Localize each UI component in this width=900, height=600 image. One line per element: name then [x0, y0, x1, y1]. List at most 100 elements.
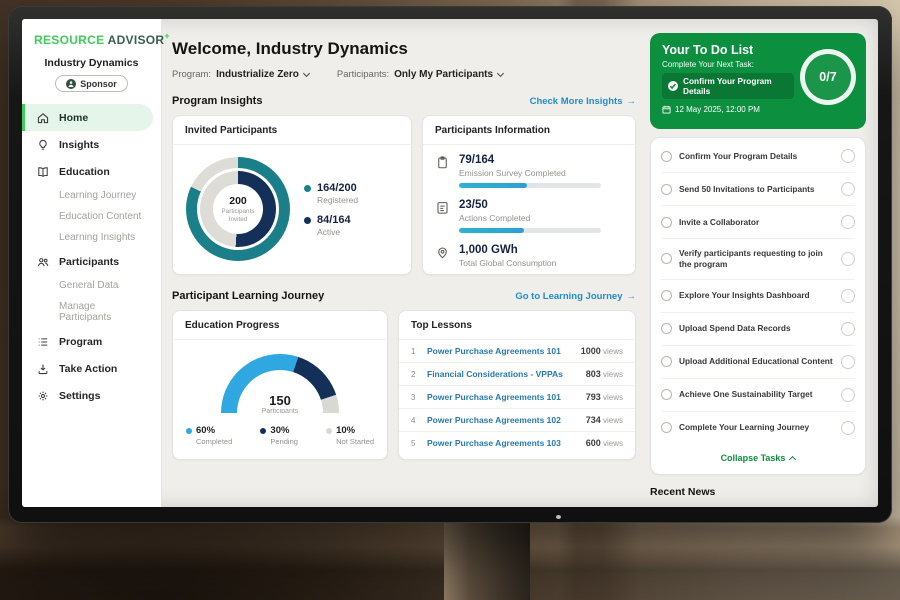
- app-logo[interactable]: RESOURCE ADVISOR+: [22, 29, 170, 47]
- task-open-button[interactable]: [841, 420, 855, 435]
- task-open-button[interactable]: [841, 321, 855, 336]
- views-unit: views: [602, 416, 623, 425]
- task-checkbox[interactable]: [661, 422, 672, 434]
- lesson-rank: 5: [411, 438, 416, 448]
- donut-center-label: Participants Invited: [221, 207, 255, 223]
- collapse-tasks-button[interactable]: Collapse Tasks: [661, 444, 855, 472]
- task-row-invite-collaborator[interactable]: Invite a Collaborator: [661, 206, 855, 239]
- task-open-button[interactable]: [841, 354, 855, 369]
- monitor-bezel: RESOURCE ADVISOR+ Industry Dynamics Spon…: [8, 6, 892, 523]
- task-open-button[interactable]: [841, 182, 855, 196]
- sidebar-item-label: Education Content: [59, 211, 142, 222]
- legend-label: Not Started: [336, 437, 374, 446]
- arrow-right-icon: →: [626, 95, 637, 107]
- sidebar-item-education[interactable]: Education: [22, 158, 161, 185]
- sidebar-item-label: Settings: [59, 389, 101, 402]
- task-row-send-invitations[interactable]: Send 50 Invitations to Participants: [661, 173, 855, 206]
- check-more-insights-link[interactable]: Check More Insights →: [530, 96, 636, 107]
- task-row-achieve-target[interactable]: Achieve One Sustainability Target: [661, 379, 855, 412]
- task-checkbox[interactable]: [661, 323, 672, 335]
- task-open-button[interactable]: [841, 288, 855, 303]
- sidebar-item-general-data[interactable]: General Data: [22, 275, 161, 296]
- logo-resource: RESOURCE: [34, 33, 105, 47]
- sidebar: RESOURCE ADVISOR+ Industry Dynamics Spon…: [22, 19, 170, 507]
- download-icon: [36, 362, 50, 376]
- participants-information-card: Participants Information 79/164 Emission…: [422, 115, 636, 275]
- todo-summary-card: Your To Do List Complete Your Next Task:…: [650, 33, 866, 129]
- recent-news-heading: Recent News: [650, 485, 716, 498]
- views-count: 600: [585, 438, 601, 448]
- go-to-learning-journey-link[interactable]: Go to Learning Journey →: [515, 291, 636, 302]
- task-checkbox[interactable]: [661, 183, 672, 195]
- task-label: Explore Your Insights Dashboard: [679, 290, 810, 301]
- donut-legend: 164/200 Registered 84/164 Active: [304, 173, 358, 246]
- task-open-button[interactable]: [841, 149, 855, 163]
- legend-item-not-started: 10% Not Started: [326, 425, 374, 446]
- legend-label: Pending: [270, 437, 298, 446]
- sidebar-item-settings[interactable]: Settings: [22, 382, 161, 409]
- task-row-upload-spend-data[interactable]: Upload Spend Data Records: [661, 313, 855, 346]
- checklist-icon: [435, 200, 450, 215]
- program-filter-label: Program:: [172, 69, 212, 80]
- task-open-button[interactable]: [841, 215, 855, 229]
- task-checkbox[interactable]: [661, 150, 672, 162]
- task-checkbox[interactable]: [661, 253, 672, 265]
- task-open-button[interactable]: [841, 387, 855, 402]
- next-task-pill[interactable]: Confirm Your Program Details: [662, 73, 794, 99]
- next-task-due: 12 May 2025, 12:00 PM: [662, 105, 794, 114]
- sidebar-item-home[interactable]: Home: [22, 104, 153, 131]
- chevron-down-icon: [302, 69, 310, 77]
- list-icon: [36, 335, 50, 349]
- task-open-button[interactable]: [841, 251, 855, 266]
- sidebar-item-education-content[interactable]: Education Content: [22, 206, 161, 227]
- task-checkbox[interactable]: [661, 290, 672, 302]
- sidebar-item-label: Program: [59, 335, 103, 348]
- legend-label: Registered: [317, 194, 359, 205]
- education-progress-card: Education Progress 150 Participants: [172, 310, 388, 460]
- card-title: Top Lessons: [399, 311, 635, 340]
- task-row-upload-educational-content[interactable]: Upload Additional Educational Content: [661, 346, 855, 379]
- sidebar-item-program[interactable]: Program: [22, 328, 161, 355]
- participants-filter[interactable]: Participants: Only My Participants: [337, 69, 505, 80]
- task-row-complete-learning-journey[interactable]: Complete Your Learning Journey: [661, 412, 855, 444]
- sidebar-item-learning-journey[interactable]: Learning Journey: [22, 185, 161, 206]
- task-checkbox[interactable]: [661, 356, 672, 368]
- progress-fill: [459, 183, 528, 188]
- sidebar-nav: Home Insights Education Learning Journey…: [22, 104, 161, 409]
- sidebar-item-participants[interactable]: Participants: [22, 248, 161, 275]
- lesson-link[interactable]: Power Purchase Agreements 101: [427, 346, 561, 356]
- task-row-explore-insights[interactable]: Explore Your Insights Dashboard: [661, 280, 855, 313]
- lesson-link[interactable]: Financial Considerations - VPPAs: [427, 369, 563, 379]
- task-checkbox[interactable]: [661, 216, 672, 228]
- lesson-views: 793 views: [586, 392, 623, 402]
- sidebar-item-take-action[interactable]: Take Action: [22, 355, 161, 382]
- program-filter[interactable]: Program: Industrialize Zero: [172, 69, 310, 80]
- lesson-link[interactable]: Power Purchase Agreements 101: [427, 392, 561, 402]
- lesson-row: 4 Power Purchase Agreements 102 734 view…: [399, 409, 635, 432]
- task-checkbox[interactable]: [661, 389, 672, 401]
- sidebar-item-insights[interactable]: Insights: [22, 131, 161, 158]
- task-row-verify-participants[interactable]: Verify participants requesting to join t…: [661, 239, 855, 280]
- lesson-views: 1000 views: [581, 346, 623, 356]
- legend-item-pending: 30% Pending: [260, 425, 298, 446]
- gauge-legend-dot: [326, 428, 333, 434]
- sponsor-badge-label: Sponsor: [80, 78, 117, 89]
- program-filter-value: Industrialize Zero: [216, 69, 299, 80]
- lesson-link[interactable]: Power Purchase Agreements 102: [427, 415, 561, 425]
- bulb-icon: [36, 138, 50, 152]
- views-unit: views: [602, 393, 623, 402]
- section-title-learning-journey: Participant Learning Journey: [172, 290, 325, 302]
- lesson-link[interactable]: Power Purchase Agreements 103: [427, 438, 561, 448]
- sidebar-item-manage-participants[interactable]: Manage Participants: [22, 296, 161, 328]
- sidebar-item-learning-insights[interactable]: Learning Insights: [22, 227, 161, 248]
- sidebar-item-label: Home: [59, 111, 89, 124]
- main-content: Welcome, Industry Dynamics Program: Indu…: [162, 19, 644, 507]
- todo-task-list: Confirm Your Program Details Send 50 Inv…: [650, 137, 866, 475]
- invited-participants-card: Invited Participants 200 Participants In…: [172, 115, 412, 275]
- task-row-confirm-program[interactable]: Confirm Your Program Details: [661, 140, 855, 173]
- sponsor-badge[interactable]: Sponsor: [55, 75, 128, 92]
- arrow-right-icon: →: [626, 290, 637, 302]
- chevron-up-icon: [789, 455, 797, 463]
- monitor-stand: [444, 518, 530, 600]
- task-label: Upload Additional Educational Content: [679, 356, 833, 367]
